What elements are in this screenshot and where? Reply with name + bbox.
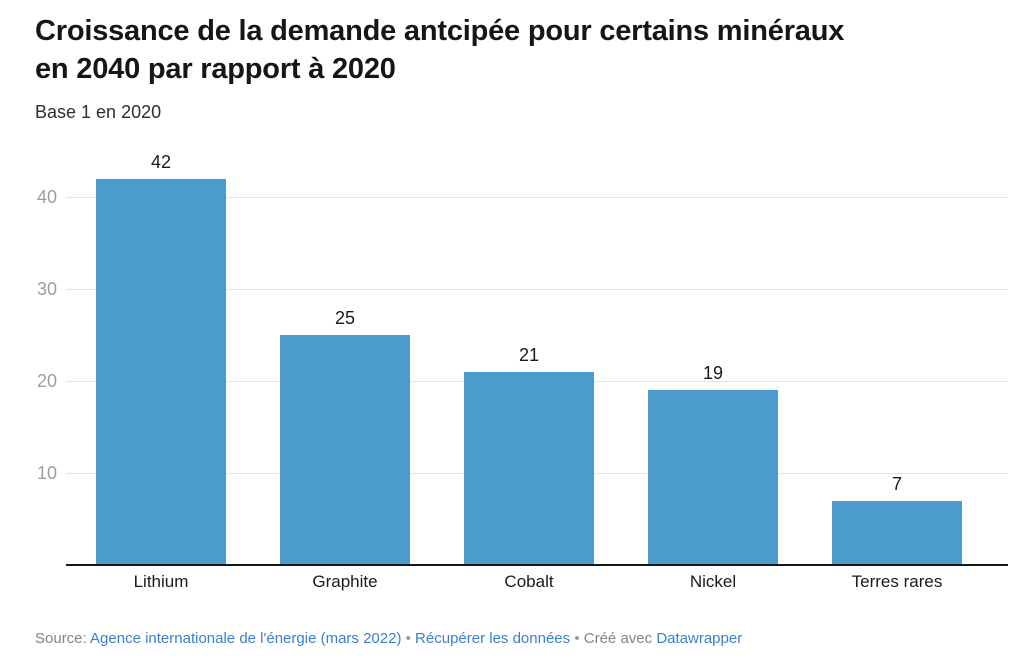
plot-area: 10 20 30 40 42 Lithium 25 Graphite 21 Cobalt 19 Nic… [0,140,1024,591]
bar-lithium [96,178,226,565]
created-with-label: Créé avec [583,630,653,647]
chart-subtitle: Base 1 en 2020 [35,102,162,122]
y-tick-30: 30 [36,279,57,299]
value-label-lithium: 42 [150,151,172,172]
value-label-graphite: 25 [334,308,356,328]
value-label-terres-rares: 7 [891,473,902,494]
bar-cobalt [464,371,594,565]
gridline-y-40 [66,196,1008,198]
footer-separator: • [405,630,411,647]
category-label-nickel: Nickel [689,572,737,591]
category-label-terres-rares: Terres rares [851,572,943,591]
footer-attribution: Source: Agence internationale de l'énerg… [35,628,995,650]
bar-terres-rares [832,500,962,565]
source-link[interactable]: Agence internationale de l'énergie (mars… [90,630,402,647]
y-tick-20: 20 [36,371,57,391]
footer-separator: • [574,630,580,647]
x-axis-line [66,564,1008,566]
y-tick-10: 10 [36,463,57,483]
datawrapper-link[interactable]: Datawrapper [656,630,743,647]
value-label-cobalt: 21 [518,344,540,365]
value-label-nickel: 19 [702,363,724,384]
chart-title-line-2: en 2040 par rapport à 2020 [35,53,396,85]
y-tick-40: 40 [36,187,57,207]
bar-graphite [280,335,410,565]
category-label-graphite: Graphite [312,572,378,591]
bar-nickel [648,390,778,565]
source-label: Source: [35,630,87,647]
chart-title-line-1: Croissance de la demande antcipée pour c… [35,15,845,47]
chart-title: Croissance de la demande antcipée pour c… [35,12,995,88]
category-label-lithium: Lithium [133,572,189,591]
gridline-y-30 [66,288,1008,290]
get-data-link[interactable]: Récupérer les données [415,630,571,647]
category-label-cobalt: Cobalt [504,572,554,591]
